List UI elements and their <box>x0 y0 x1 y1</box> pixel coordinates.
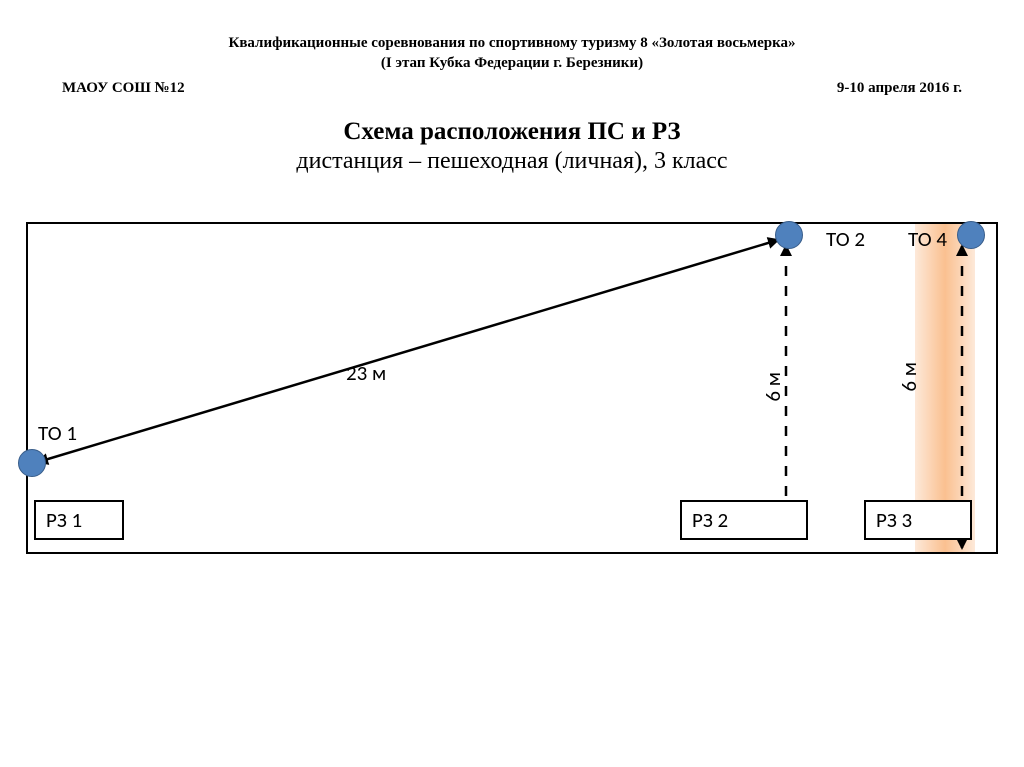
edge-label-e3: 6 м <box>896 362 922 392</box>
edge-label-e2: 6 м <box>760 372 786 402</box>
diagram-frame <box>27 223 997 553</box>
node-TO1 <box>18 449 46 477</box>
node-TO4 <box>957 221 985 249</box>
rz-box-RZ2: РЗ 2 <box>680 500 808 540</box>
node-TO2 <box>775 221 803 249</box>
diagram-svg <box>26 222 998 554</box>
header-line1: Квалификационные соревнования по спортив… <box>0 34 1024 54</box>
edge-label-e1: 23 м <box>346 360 386 386</box>
header-left: МАОУ СОШ №12 <box>62 80 185 97</box>
page: Квалификационные соревнования по спортив… <box>0 0 1024 767</box>
header-line2: (I этап Кубка Федерации г. Березники) <box>0 54 1024 74</box>
node-label-TO4: ТО 4 <box>908 226 947 252</box>
node-label-TO1: ТО 1 <box>38 420 77 446</box>
header-right: 9-10 апреля 2016 г. <box>837 80 962 97</box>
node-label-TO2: ТО 2 <box>826 226 865 252</box>
edge-e1 <box>38 240 778 462</box>
rz-box-RZ3: РЗ 3 <box>864 500 972 540</box>
rz-box-RZ1: РЗ 1 <box>34 500 124 540</box>
title-sub: дистанция – пешеходная (личная), 3 класс <box>0 148 1024 175</box>
diagram-area: ТО 1 ТО 2 ТО 4 РЗ 1 РЗ 2 РЗ 3 23 м 6 м 6 м <box>26 222 998 554</box>
header-block: Квалификационные соревнования по спортив… <box>0 34 1024 73</box>
title-main: Схема расположения ПС и РЗ <box>0 118 1024 146</box>
